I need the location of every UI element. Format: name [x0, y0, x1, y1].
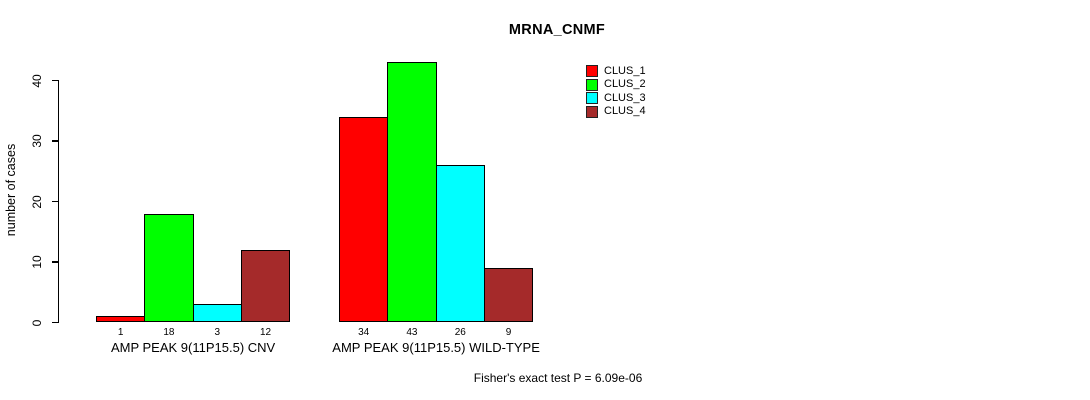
bar-value-label: 3: [214, 327, 221, 338]
annotation-text: Fisher's exact test P = 6.09e-06: [473, 371, 643, 385]
legend: CLUS_1 CLUS_2 CLUS_3 CLUS_4: [586, 65, 646, 118]
bar-value-label: 18: [163, 327, 175, 338]
y-axis-tick: [52, 140, 59, 142]
legend-item: CLUS_4: [586, 105, 646, 118]
bar-value-label: 26: [454, 327, 466, 338]
bar: [144, 213, 194, 323]
y-axis-tick-label: 40: [30, 73, 44, 88]
group-label: AMP PEAK 9(11P15.5) CNV: [110, 340, 276, 355]
bar: [96, 316, 146, 323]
legend-swatch: [586, 78, 598, 91]
bar-value-label: 34: [358, 327, 370, 338]
legend-item-label: CLUS_3: [604, 91, 646, 104]
y-axis-tick-label: 0: [30, 319, 44, 326]
legend-swatch: [586, 105, 598, 118]
legend-item-label: CLUS_4: [604, 105, 646, 117]
legend-item-label: CLUS_2: [604, 78, 646, 90]
bar-value-label: 43: [406, 327, 418, 338]
y-axis-tick: [52, 79, 59, 82]
bar: [435, 165, 485, 323]
bar: [192, 304, 242, 323]
y-axis-tick-label: 20: [30, 194, 44, 209]
legend-swatch: [586, 92, 598, 104]
y-axis-tick: [52, 261, 59, 263]
bar: [240, 249, 291, 323]
y-axis-tick: [52, 321, 59, 324]
chart-title: MRNA_CNMF: [508, 22, 606, 38]
y-axis-tick: [52, 200, 59, 203]
bar-value-label: 9: [505, 327, 512, 338]
legend-swatch: [586, 65, 598, 77]
y-axis-tick-label: 30: [30, 134, 44, 148]
bar: [483, 268, 534, 323]
y-axis-tick-label: 10: [30, 255, 44, 269]
bar: [387, 62, 437, 323]
bar: [339, 116, 389, 323]
legend-item-label: CLUS_1: [604, 64, 646, 77]
legend-item: CLUS_2: [586, 78, 646, 91]
bar-value-label: 12: [259, 327, 272, 338]
group-label: AMP PEAK 9(11P15.5) WILD-TYPE: [332, 340, 540, 355]
bar-value-label: 1: [117, 327, 124, 338]
legend-item: CLUS_1: [586, 65, 646, 77]
legend-item: CLUS_3: [586, 92, 646, 104]
